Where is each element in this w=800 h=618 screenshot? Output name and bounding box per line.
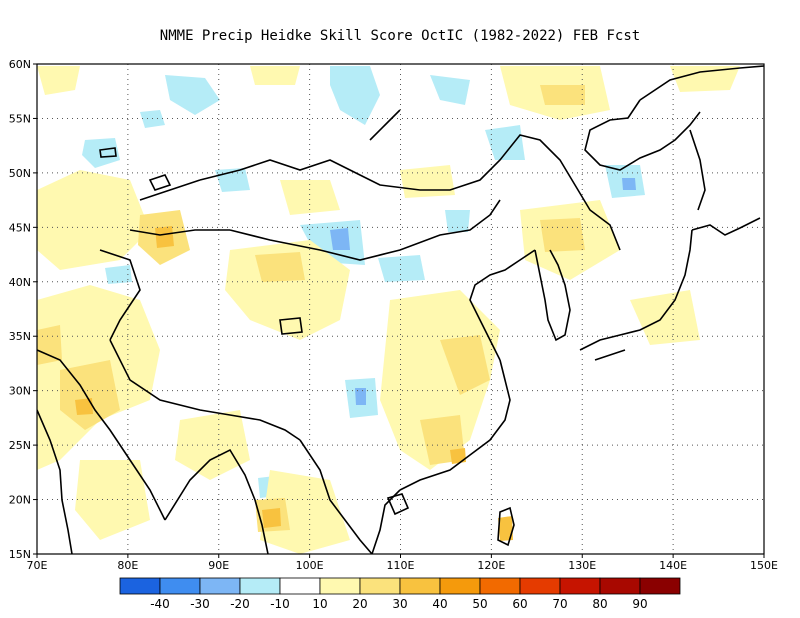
lon-tick-label: 120E	[477, 559, 505, 572]
colorbar-label: 90	[632, 597, 647, 611]
shade-10	[250, 66, 300, 85]
shade-10	[380, 290, 500, 470]
colorbar-swatch	[359, 577, 401, 595]
shade-10	[630, 290, 700, 345]
colorbar-swatch	[439, 577, 481, 595]
colorbar-label: 50	[472, 597, 487, 611]
shade-20	[540, 218, 585, 252]
shade-neg20	[330, 228, 350, 250]
colorbar-label: -10	[270, 597, 290, 611]
coastlines-borders	[37, 65, 764, 554]
lon-tick-label: 150E	[750, 559, 778, 572]
longitude-axis: 70E 80E 90E 100E 110E 120E 130E 140E 150E	[27, 554, 778, 572]
colorbar-label: 10	[312, 597, 327, 611]
colorbar-swatch	[239, 577, 281, 595]
lon-tick-label: 100E	[296, 559, 324, 572]
shade-10	[37, 66, 80, 95]
colorbar-swatch	[479, 577, 521, 595]
shade-10	[37, 170, 150, 270]
colorbar-label: -40	[150, 597, 170, 611]
shade-neg20	[622, 178, 636, 190]
colorbar-label: 70	[552, 597, 567, 611]
map-title: NMME Precip Heidke Skill Score OctIC (19…	[159, 28, 641, 44]
shade-30	[262, 508, 281, 528]
colorbar-swatch	[399, 577, 441, 595]
lat-tick-label: 50N	[9, 167, 31, 180]
shade-30	[75, 398, 93, 415]
colorbar-swatch	[519, 577, 561, 595]
lat-tick-label: 60N	[9, 58, 31, 71]
colorbar-swatch	[279, 577, 321, 595]
shade-neg10	[165, 75, 220, 115]
colorbar-swatch	[319, 577, 361, 595]
shade-10	[670, 66, 740, 92]
shade-20	[440, 335, 490, 395]
colorbar-label: 20	[352, 597, 367, 611]
shade-30	[155, 226, 174, 248]
colorbar-label: -20	[230, 597, 250, 611]
shade-30	[450, 448, 466, 464]
colorbar-swatch	[199, 577, 241, 595]
lat-tick-label: 30N	[9, 385, 31, 398]
colorbar-label: -30	[190, 597, 210, 611]
shade-20	[255, 252, 305, 282]
shade-30	[498, 516, 513, 541]
lat-tick-label: 25N	[9, 439, 31, 452]
lat-tick-label: 45N	[9, 221, 31, 234]
lon-tick-label: 130E	[568, 559, 596, 572]
shade-neg10	[485, 125, 525, 160]
shade-neg10	[378, 255, 425, 282]
lat-tick-label: 35N	[9, 330, 31, 343]
lat-tick-label: 40N	[9, 276, 31, 289]
shade-neg10	[430, 75, 470, 105]
shade-10	[280, 180, 340, 215]
colorbar-label: 40	[432, 597, 447, 611]
colorbar-swatch	[559, 577, 601, 595]
colorbar-label: 60	[512, 597, 527, 611]
shade-neg10	[105, 265, 132, 284]
colorbar-label: 80	[592, 597, 607, 611]
shade-10	[225, 240, 350, 340]
colorbar-label: 30	[392, 597, 407, 611]
lat-tick-label: 20N	[9, 494, 31, 507]
lat-tick-label: 15N	[9, 548, 31, 561]
colorbar-swatch	[119, 577, 161, 595]
lon-tick-label: 110E	[387, 559, 415, 572]
lat-tick-label: 55N	[9, 112, 31, 125]
skill-score-field	[37, 66, 740, 554]
colorbar-swatch	[599, 577, 641, 595]
colorbar: -40 -30 -20 -10 10 20 30 40 50 60 70 80 90	[119, 577, 681, 611]
shade-neg10	[445, 210, 470, 232]
shade-neg10	[330, 66, 380, 125]
shade-neg20	[355, 388, 366, 405]
latitude-axis: 15N 20N 25N 30N 35N 40N 45N 50N 55N 60N	[9, 58, 37, 561]
shade-20	[540, 85, 585, 105]
lon-tick-label: 90E	[208, 559, 229, 572]
lon-tick-label: 80E	[117, 559, 138, 572]
shade-20	[37, 325, 62, 365]
colorbar-swatch	[159, 577, 201, 595]
colorbar-swatch	[639, 577, 681, 595]
lon-tick-label: 140E	[659, 559, 687, 572]
lon-tick-label: 70E	[27, 559, 48, 572]
shade-neg10	[140, 110, 165, 128]
shade-10	[400, 165, 455, 198]
